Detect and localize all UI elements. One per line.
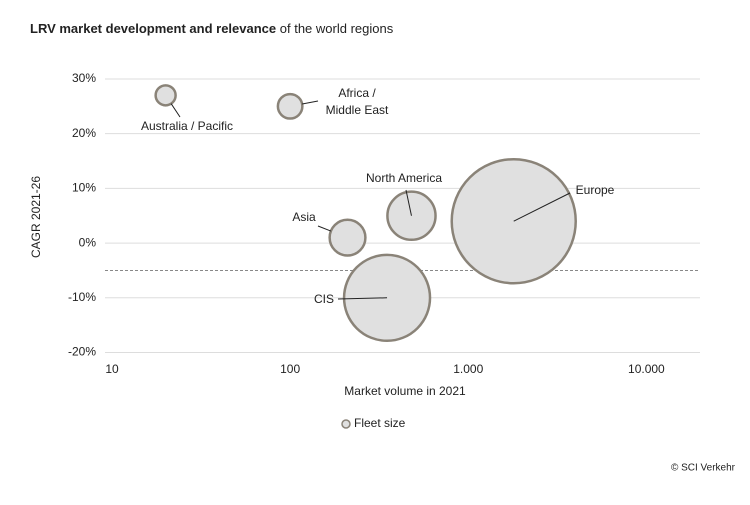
bubble [276, 92, 304, 120]
y-tick-label: 30% [72, 71, 96, 85]
leader-line [513, 192, 571, 222]
bubble-label: Africa / Middle East [326, 86, 389, 117]
y-tick-label: -20% [68, 345, 96, 359]
bubble-label: North America [366, 171, 442, 185]
source: © SCI Verkehr [671, 463, 736, 474]
bubble-label: Asia [292, 210, 316, 224]
title: LRV market development and relevance [30, 21, 276, 36]
x-tick-label: 10 [105, 362, 119, 376]
bubble-label: Australia / Pacific [141, 119, 233, 133]
legend-label: Fleet size [354, 416, 406, 430]
x-tick-label: 10.000 [628, 362, 665, 376]
leader-line [317, 225, 332, 232]
x-axis-label: Market volume in 2021 [344, 384, 466, 398]
bubble [154, 84, 177, 107]
y-tick-label: 10% [72, 181, 96, 195]
y-tick-label: -10% [68, 290, 96, 304]
y-tick-label: 0% [79, 235, 97, 249]
chart-title: LRV market development and relevance of … [30, 21, 394, 36]
y-axis-label: CAGR 2021-26 [29, 176, 43, 258]
x-tick-label: 100 [280, 362, 300, 376]
y-tick-label: 20% [72, 126, 96, 140]
x-tick-label: 1.000 [453, 362, 483, 376]
subtitle: of the world regions [280, 21, 394, 36]
bubble-label: CIS [314, 292, 334, 306]
leader-line [170, 103, 181, 118]
leader-line [302, 100, 319, 105]
bubble [328, 218, 367, 257]
leader-line [337, 297, 388, 300]
legend-marker [341, 419, 351, 429]
bubble-label: Europe [576, 183, 615, 197]
leader-line [405, 189, 412, 216]
bubble [386, 190, 437, 242]
